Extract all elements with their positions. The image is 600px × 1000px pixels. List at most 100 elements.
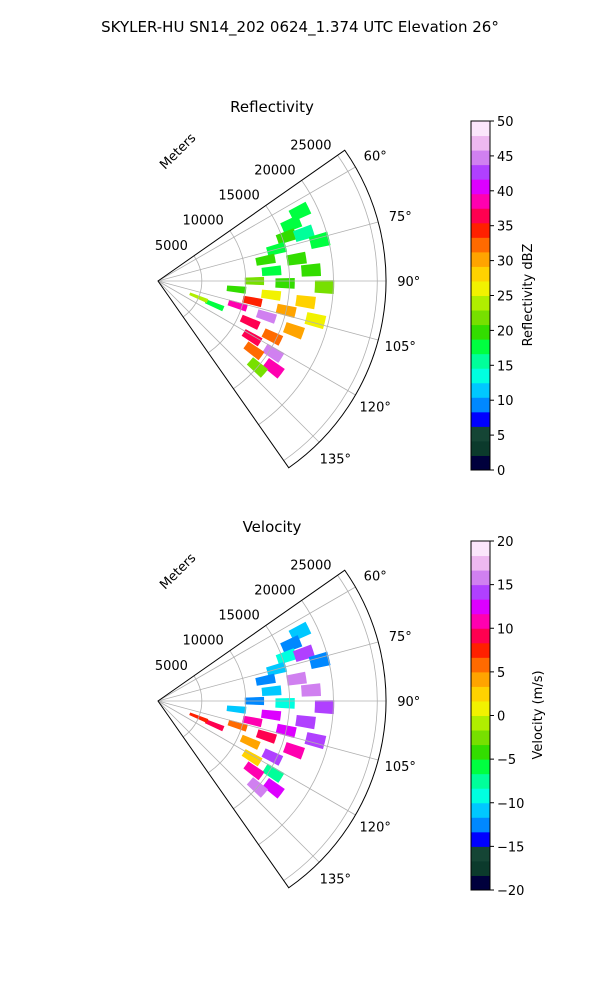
velocity-sector-frame [157, 569, 387, 889]
echo-cell [295, 714, 316, 730]
echo-cell [275, 698, 295, 709]
radial-tick-label: 25000 [290, 558, 331, 573]
echo-cell [260, 289, 282, 301]
azimuth-spoke [157, 700, 379, 761]
angle-tick-label: 60° [364, 150, 387, 165]
colorbar-segment [471, 179, 490, 195]
colorbar-segment [471, 368, 490, 384]
range-ring [233, 625, 290, 810]
echo-cell [242, 715, 263, 728]
colorbar-segment [471, 280, 490, 296]
colorbar-segment [471, 164, 490, 180]
colorbar-segment [471, 555, 490, 571]
velocity-colorbar: −20 −15 −10 −5 0 5 10 15 20 [470, 535, 524, 899]
colorbar-segment [471, 237, 490, 253]
angle-tick-label: 60° [364, 570, 387, 585]
echo-cell [255, 729, 278, 744]
colorbar-segment [471, 455, 490, 471]
angle-tick-label: 75° [389, 630, 412, 645]
colorbar-tick-label: 40 [497, 185, 514, 200]
colorbar-tick-label: 15 [497, 579, 514, 594]
radial-tick-label: 20000 [254, 163, 295, 178]
echo-cell [255, 309, 278, 324]
colorbar-tick-label: 50 [497, 115, 514, 130]
angle-tick-label: 135° [320, 872, 351, 887]
echo-cell [262, 343, 285, 363]
colorbar-tick-label: 20 [497, 535, 514, 550]
colorbar-segment [471, 426, 490, 442]
echo-cell [243, 341, 265, 361]
colorbar-segment [471, 411, 490, 427]
echo-cell [227, 719, 248, 732]
azimuth-spoke [157, 280, 356, 396]
echo-cell [255, 253, 276, 266]
colorbar-segment [471, 715, 490, 731]
echo-cell [262, 763, 285, 783]
radial-tick-label: 5000 [155, 239, 188, 254]
colorbar-segment [471, 266, 490, 282]
colorbar-tick-label: 25 [497, 290, 514, 305]
echo-cell [226, 705, 247, 714]
colorbar-segment [471, 773, 490, 789]
angle-tick-label: 120° [360, 820, 391, 835]
colorbar-segment [471, 875, 490, 891]
colorbar-tick-label: 35 [497, 220, 514, 235]
echo-cell [314, 700, 335, 715]
angle-tick-label: 105° [385, 340, 416, 355]
range-ring [258, 180, 334, 425]
reflectivity-echo-cells [189, 201, 335, 379]
echo-cell [239, 314, 261, 330]
radial-tick-label: 20000 [254, 583, 295, 598]
range-ring [233, 205, 290, 390]
range-ring [208, 650, 247, 774]
azimuth-spoke [157, 280, 320, 443]
reflectivity-grid [157, 155, 386, 461]
echo-cell [275, 648, 298, 665]
echo-cell [300, 263, 322, 277]
radial-tick-label: 10000 [182, 214, 223, 229]
colorbar-segment [471, 831, 490, 847]
echo-cell [286, 251, 307, 266]
echo-cell [275, 228, 298, 245]
colorbar-tick-label: 0 [497, 710, 505, 725]
reflectivity-angle-ticks: 60° 75° 90° 105° 120° 135° [320, 150, 421, 468]
velocity-radial-ticks: 5000 10000 15000 20000 25000 [155, 558, 332, 674]
colorbar-segment [471, 802, 490, 818]
echo-cell [275, 278, 295, 289]
colorbar-segment [471, 584, 490, 600]
azimuth-spoke [157, 700, 320, 863]
colorbar-segment [471, 744, 490, 760]
echo-cell [242, 295, 263, 308]
echo-cell [255, 673, 276, 686]
range-ring [283, 155, 378, 461]
echo-cell [304, 732, 327, 750]
colorbar-tick-label: −20 [497, 884, 524, 899]
radial-tick-label: 25000 [290, 138, 331, 153]
colorbar-tick-label: 15 [497, 359, 514, 374]
colorbar-segment [471, 121, 490, 137]
colorbar-segment [471, 700, 490, 716]
radial-tick-label: 15000 [218, 609, 259, 624]
colorbar-tick-label: 5 [497, 429, 505, 444]
colorbar-segment [471, 686, 490, 702]
colorbar-segment [471, 613, 490, 629]
echo-cell [243, 761, 265, 781]
echo-cell [262, 357, 285, 379]
reflectivity-radial-label: Meters [157, 131, 199, 173]
colorbar-tick-label: 30 [497, 255, 514, 270]
colorbar-tick-label: −10 [497, 797, 524, 812]
angle-tick-label: 90° [397, 695, 420, 710]
range-ring [258, 600, 334, 845]
azimuth-spoke [157, 700, 356, 816]
echo-cell [227, 299, 248, 312]
radial-tick-label: 5000 [155, 659, 188, 674]
range-ring [208, 230, 247, 354]
sector-outline [157, 149, 387, 469]
echo-cell [262, 777, 285, 799]
angle-tick-label: 75° [389, 210, 412, 225]
colorbar-segment [471, 657, 490, 673]
colorbar-segment [471, 759, 490, 775]
echo-cell [260, 709, 282, 721]
velocity-title: Velocity [243, 518, 302, 536]
